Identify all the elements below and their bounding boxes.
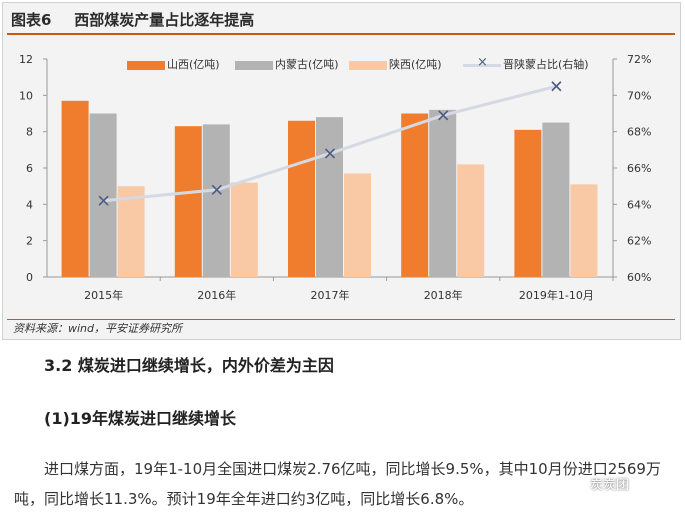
figure-title-bar: 图表6 西部煤炭产量占比逐年提高 (11, 9, 254, 31)
x-tick-label: 2018年 (424, 288, 463, 302)
legend-label-ratio: 晋陕蒙占比(右轴) (503, 58, 589, 71)
bar (288, 120, 315, 278)
source-note: 资料来源：wind，平安证券研究所 (13, 322, 183, 335)
bar (429, 109, 457, 277)
x-tick-label: 2016年 (197, 288, 236, 302)
y-left-tick-label: 10 (19, 89, 33, 102)
ratio-point (551, 81, 562, 92)
ratio-point (324, 148, 336, 159)
watermark: 炭炭团 (590, 478, 630, 493)
y-right-tick-label: 70% (627, 89, 651, 102)
bar (174, 126, 202, 277)
x-tick-label: 2015年 (84, 288, 123, 302)
y-right-tick-label: 66% (627, 162, 651, 175)
bar (542, 122, 570, 277)
y-left-tick-label: 8 (26, 126, 33, 139)
ratio-point (98, 195, 109, 206)
body-paragraph: 进口煤方面，19年1-10月全国进口煤炭2.76亿吨，同比增长9.5%，其中10… (14, 460, 661, 508)
legend-swatch-shanxi (127, 60, 165, 70)
y-right-tick-label: 60% (627, 271, 651, 284)
bar (401, 113, 429, 277)
bar-line-chart: 0 2 4 6 8 10 12 60% 62% 64% 66% 68% 70% 72% 2015年 2016年… (19, 53, 651, 302)
legend-label-shaanxi: 陕西(亿吨) (389, 58, 442, 71)
y-left-tick-label: 12 (19, 53, 33, 66)
legend-swatch-ratio (463, 55, 501, 73)
figure-title: 西部煤炭产量占比逐年提高 (74, 11, 255, 29)
legend-item-shanxi: 山西(亿吨) (127, 57, 220, 73)
title-rule (7, 33, 675, 35)
legend-label-neimenggu: 内蒙古(亿吨) (275, 58, 339, 71)
legend-swatch-neimenggu (235, 60, 273, 70)
bar (89, 113, 117, 277)
legend-item-neimenggu: 内蒙古(亿吨) (235, 57, 339, 73)
y-right-tick-label: 64% (627, 198, 651, 211)
x-tick-label: 2019年1-10月 (519, 288, 594, 302)
bar (344, 173, 371, 277)
chart-figure: 图表6 西部煤炭产量占比逐年提高 0 2 4 6 8 10 12 60% 62% 64% 66% 68… (2, 2, 681, 340)
ratio-point (211, 184, 222, 195)
bar (61, 100, 89, 278)
y-right-tick-label: 68% (627, 126, 651, 139)
section-heading: 3.2 煤炭进口继续增长，内外价差为主因 (44, 356, 334, 375)
y-left-tick-label: 2 (26, 235, 33, 248)
bar (202, 124, 230, 278)
legend-item-ratio: 晋陕蒙占比(右轴) (463, 55, 589, 73)
legend-swatch-shaanxi (349, 60, 387, 70)
bar (230, 182, 258, 277)
y-right-tick-label: 72% (627, 53, 651, 66)
y-left-tick-label: 4 (26, 198, 33, 211)
x-tick-label: 2017年 (311, 288, 350, 302)
source-rule (7, 319, 675, 320)
y-left-tick-label: 6 (26, 162, 33, 175)
y-right-tick-label: 62% (627, 235, 651, 248)
bar (117, 186, 145, 277)
bar (570, 184, 598, 277)
bar (457, 164, 485, 277)
sub-heading: (1)19年煤炭进口继续增长 (44, 409, 237, 428)
bar (514, 129, 542, 277)
figure-number: 图表6 (11, 11, 52, 29)
y-left-tick-label: 0 (26, 271, 33, 284)
legend-label-shanxi: 山西(亿吨) (167, 58, 220, 71)
legend-item-shaanxi: 陕西(亿吨) (349, 57, 442, 73)
bar (316, 117, 343, 277)
ratio-point (438, 110, 449, 121)
